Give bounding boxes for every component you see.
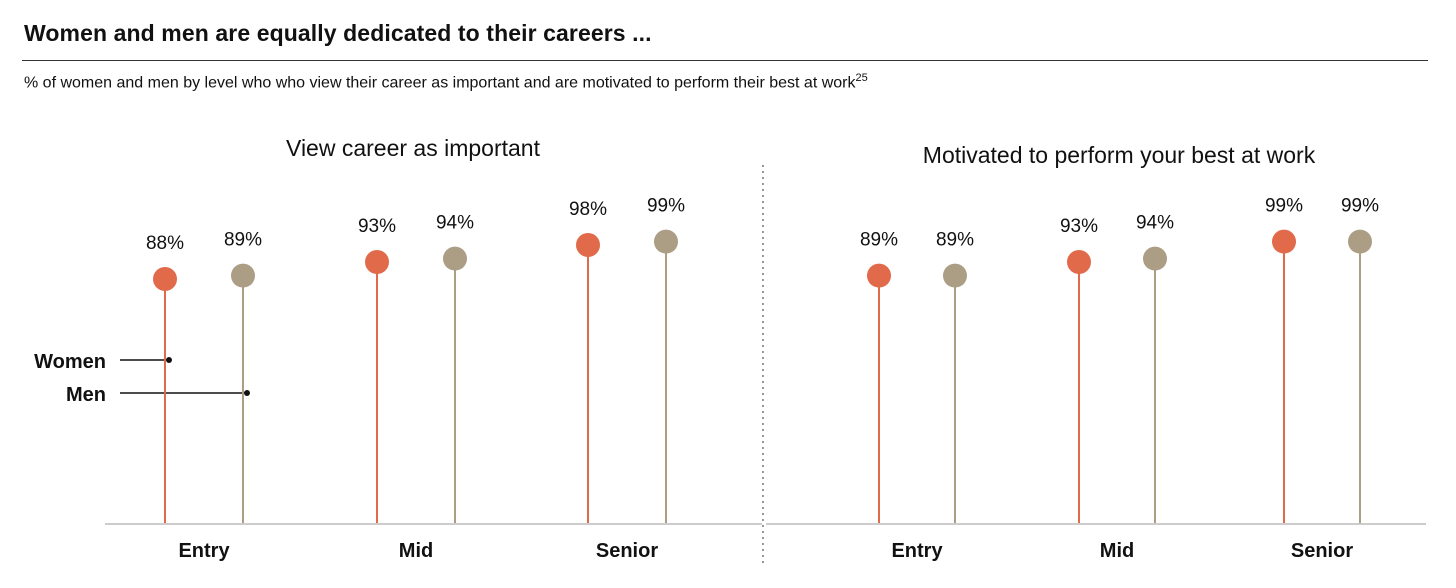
- women-dot: [365, 250, 389, 274]
- men-value-label: 94%: [1136, 213, 1174, 234]
- panel-title-left: View career as important: [286, 135, 541, 161]
- category-label: Mid: [399, 540, 433, 562]
- title-rule: [22, 60, 1428, 61]
- legend-women-label: Women: [34, 351, 106, 373]
- legend-men-label: Men: [66, 384, 106, 406]
- women-value-label: 98%: [569, 199, 607, 220]
- legend-women-dot: [166, 357, 172, 363]
- men-value-label: 99%: [1341, 196, 1379, 217]
- men-dot: [443, 246, 467, 271]
- men-dot: [943, 263, 967, 288]
- chart-title: Women and men are equally dedicated to t…: [24, 20, 652, 46]
- men-value-label: 94%: [436, 213, 474, 234]
- category-label: Senior: [1291, 540, 1353, 562]
- women-value-label: 99%: [1265, 196, 1303, 217]
- subtitle-text: % of women and men by level who who view…: [24, 74, 856, 92]
- men-value-label: 89%: [224, 230, 262, 251]
- women-dot: [1272, 229, 1296, 254]
- men-value-label: 99%: [647, 196, 685, 217]
- women-dot: [153, 267, 177, 291]
- women-dot: [1067, 250, 1091, 274]
- women-value-label: 88%: [146, 233, 184, 254]
- men-dot: [654, 229, 678, 254]
- category-label: Entry: [178, 540, 230, 562]
- men-dot: [1143, 246, 1167, 271]
- women-value-label: 89%: [860, 230, 898, 251]
- panel-title-right: Motivated to perform your best at work: [923, 142, 1316, 168]
- category-label: Senior: [596, 540, 658, 562]
- legend-men-dot: [244, 390, 250, 396]
- chart-subtitle: % of women and men by level who who view…: [24, 72, 868, 92]
- men-value-label: 89%: [936, 230, 974, 251]
- women-dot: [867, 263, 891, 288]
- women-dot: [576, 233, 600, 257]
- men-dot: [1348, 229, 1372, 254]
- category-label: Entry: [891, 540, 943, 562]
- women-value-label: 93%: [358, 216, 396, 237]
- women-value-label: 93%: [1060, 216, 1098, 237]
- subtitle-footnote: 25: [855, 72, 868, 84]
- men-dot: [231, 263, 255, 288]
- category-label: Mid: [1100, 540, 1134, 562]
